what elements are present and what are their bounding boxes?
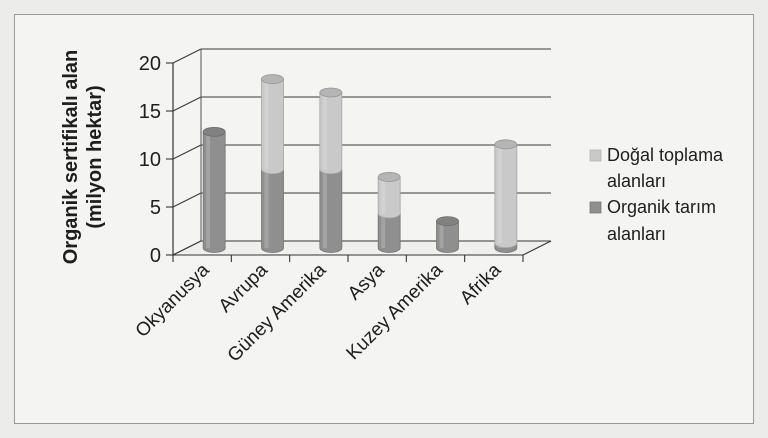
bar-segment-organik-tarim-alanlari: [261, 168, 284, 253]
legend: Doğal toplama alanları Organik tarım ala…: [589, 145, 724, 244]
chart-bars: [202, 74, 518, 253]
bar-segment-organik-tarim-alanlari: [202, 131, 226, 253]
y-tick-label: 15: [139, 101, 161, 123]
legend-label-dogal-toplama-line1: Doğal toplama: [607, 145, 724, 165]
bar-top: [261, 74, 284, 84]
bar-highlight: [322, 169, 327, 248]
gridline-side: [172, 192, 202, 208]
bar-guney-amerika: [319, 87, 343, 253]
bar-segment-organik-tarim-alanlari: [377, 213, 401, 253]
x-tick-label-avrupa: Avrupa: [215, 259, 272, 316]
bar-highlight: [381, 176, 386, 214]
chart-floor: [172, 240, 552, 256]
legend-label-organik-tarim-line2: alanları: [607, 224, 666, 244]
bar-asya: [377, 172, 401, 253]
bar-highlight: [497, 144, 502, 244]
y-tick-label: 5: [150, 197, 161, 219]
x-tick-label-asya: Asya: [344, 259, 389, 304]
chart-frame: 0 5 10 15 20 Okyanusya Avrupa Güney Amerika Asy…: [14, 14, 754, 424]
bar-segment-dogal-toplama-alanlari: [494, 143, 518, 249]
bar-segment-dogal-toplama-alanlari: [377, 176, 401, 219]
bar-segment-dogal-toplama-alanlari: [319, 92, 343, 175]
bar-top: [202, 126, 226, 137]
gridline-side: [172, 48, 202, 64]
y-tick-label: 20: [139, 53, 161, 75]
bar-top: [377, 172, 401, 182]
y-tick-label: 0: [150, 245, 161, 267]
x-tick-label-guney-amerika: Güney Amerika: [224, 259, 331, 366]
gridline-side: [172, 144, 202, 160]
bar-top: [319, 87, 343, 98]
bar-highlight: [264, 169, 269, 248]
gridline-side: [172, 96, 202, 112]
bar-segment-dogal-toplama-alanlari: [261, 78, 284, 175]
bar-highlight: [439, 221, 444, 248]
y-axis-ticks: 0 5 10 15 20: [139, 53, 173, 267]
bar-top: [436, 216, 459, 227]
legend-label-organik-tarim-line1: Organik tarım: [607, 197, 716, 217]
bar-top: [494, 139, 518, 150]
bar-segment-organik-tarim-alanlari: [436, 220, 459, 253]
bar-highlight: [322, 92, 327, 170]
bar-highlight: [381, 213, 386, 248]
bar-highlight: [206, 131, 211, 248]
chart-gridlines: [172, 48, 552, 256]
y-axis-title-line1: Organik sertifikalı alan: [60, 50, 82, 265]
bar-afrika: [494, 139, 518, 253]
y-tick-label: 10: [139, 149, 161, 171]
bar-kuzey-amerika: [436, 216, 459, 253]
x-tick-label-okyanusya: Okyanusya: [132, 259, 214, 341]
bar-okyanusya: [202, 126, 226, 253]
y-axis-title-line2: (milyon hektar): [84, 85, 106, 228]
legend-swatch-dogal-toplama: [589, 149, 602, 162]
bar-highlight: [264, 79, 269, 170]
x-tick-label-afrika: Afrika: [456, 259, 505, 308]
legend-label-dogal-toplama-line2: alanları: [607, 171, 666, 191]
legend-swatch-organik-tarim: [589, 201, 602, 214]
bar-segment-organik-tarim-alanlari: [319, 168, 343, 253]
bar-avrupa: [261, 74, 284, 253]
